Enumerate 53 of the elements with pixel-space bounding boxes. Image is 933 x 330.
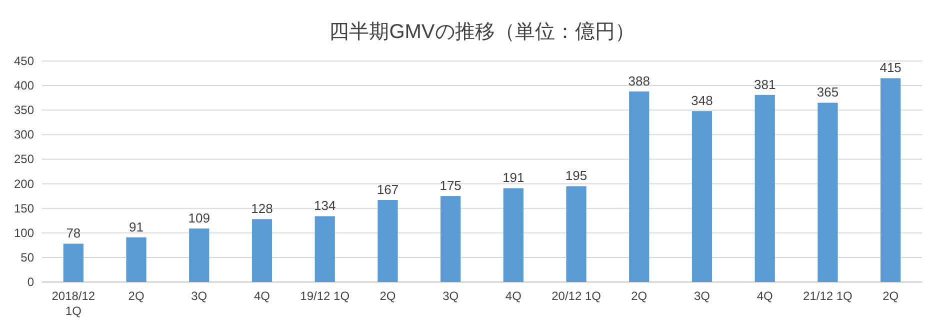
y-tick-label: 150 [14,201,34,216]
chart-title: 四半期GMVの推移（単位：億円） [329,21,635,43]
x-tick-label: 3Q [694,289,710,303]
x-tick-label: 2Q [882,289,899,303]
y-tick-label: 50 [20,250,34,264]
data-label: 175 [440,178,462,194]
bar [566,186,586,282]
data-label: 109 [188,210,210,226]
bar [189,228,210,282]
bar [880,78,901,282]
x-tick-label: 3Q [191,289,208,303]
x-tick-label: 21/12 1Q [803,289,852,303]
x-tick-label: 2Q [380,289,396,303]
bar [754,94,775,282]
x-tick-label: 3Q [442,289,459,303]
bar [314,216,335,282]
x-tick-label: 2Q [128,289,144,303]
y-tick-label: 450 [14,54,34,68]
bar [692,111,712,282]
x-tick-label: 4Q [756,289,773,303]
bar [629,91,650,282]
x-tick-label: 2018/12 1Q [52,289,96,318]
y-tick-label: 200 [14,176,34,191]
data-label: 191 [502,170,524,186]
bar [252,219,272,282]
bar [503,188,524,282]
data-label: 365 [816,84,839,100]
bar [440,196,461,282]
data-label: 388 [628,73,650,88]
bar [818,102,838,282]
bar [378,200,398,282]
data-label: 128 [251,201,273,216]
x-tick-label: 19/12 1Q [300,289,350,303]
bar [63,244,84,282]
data-label: 381 [754,76,776,92]
y-tick-label: 100 [14,226,34,240]
data-label: 91 [129,219,144,234]
y-tick-label: 300 [14,128,34,142]
x-tick-label: 4Q [254,289,270,303]
data-label: 167 [376,182,399,197]
y-tick-label: 0 [27,275,34,289]
x-tick-label: 2Q [631,289,648,303]
data-label: 348 [691,93,713,108]
x-tick-label: 4Q [505,289,522,303]
data-label: 415 [880,60,902,76]
x-tick-label: 20/12 1Q [552,289,601,303]
y-tick-label: 250 [14,152,34,166]
bar [126,237,146,282]
y-tick-label: 350 [14,103,34,118]
data-label: 195 [565,168,588,184]
data-label: 78 [66,226,81,241]
data-label: 134 [314,198,336,214]
y-tick-label: 400 [14,78,34,93]
